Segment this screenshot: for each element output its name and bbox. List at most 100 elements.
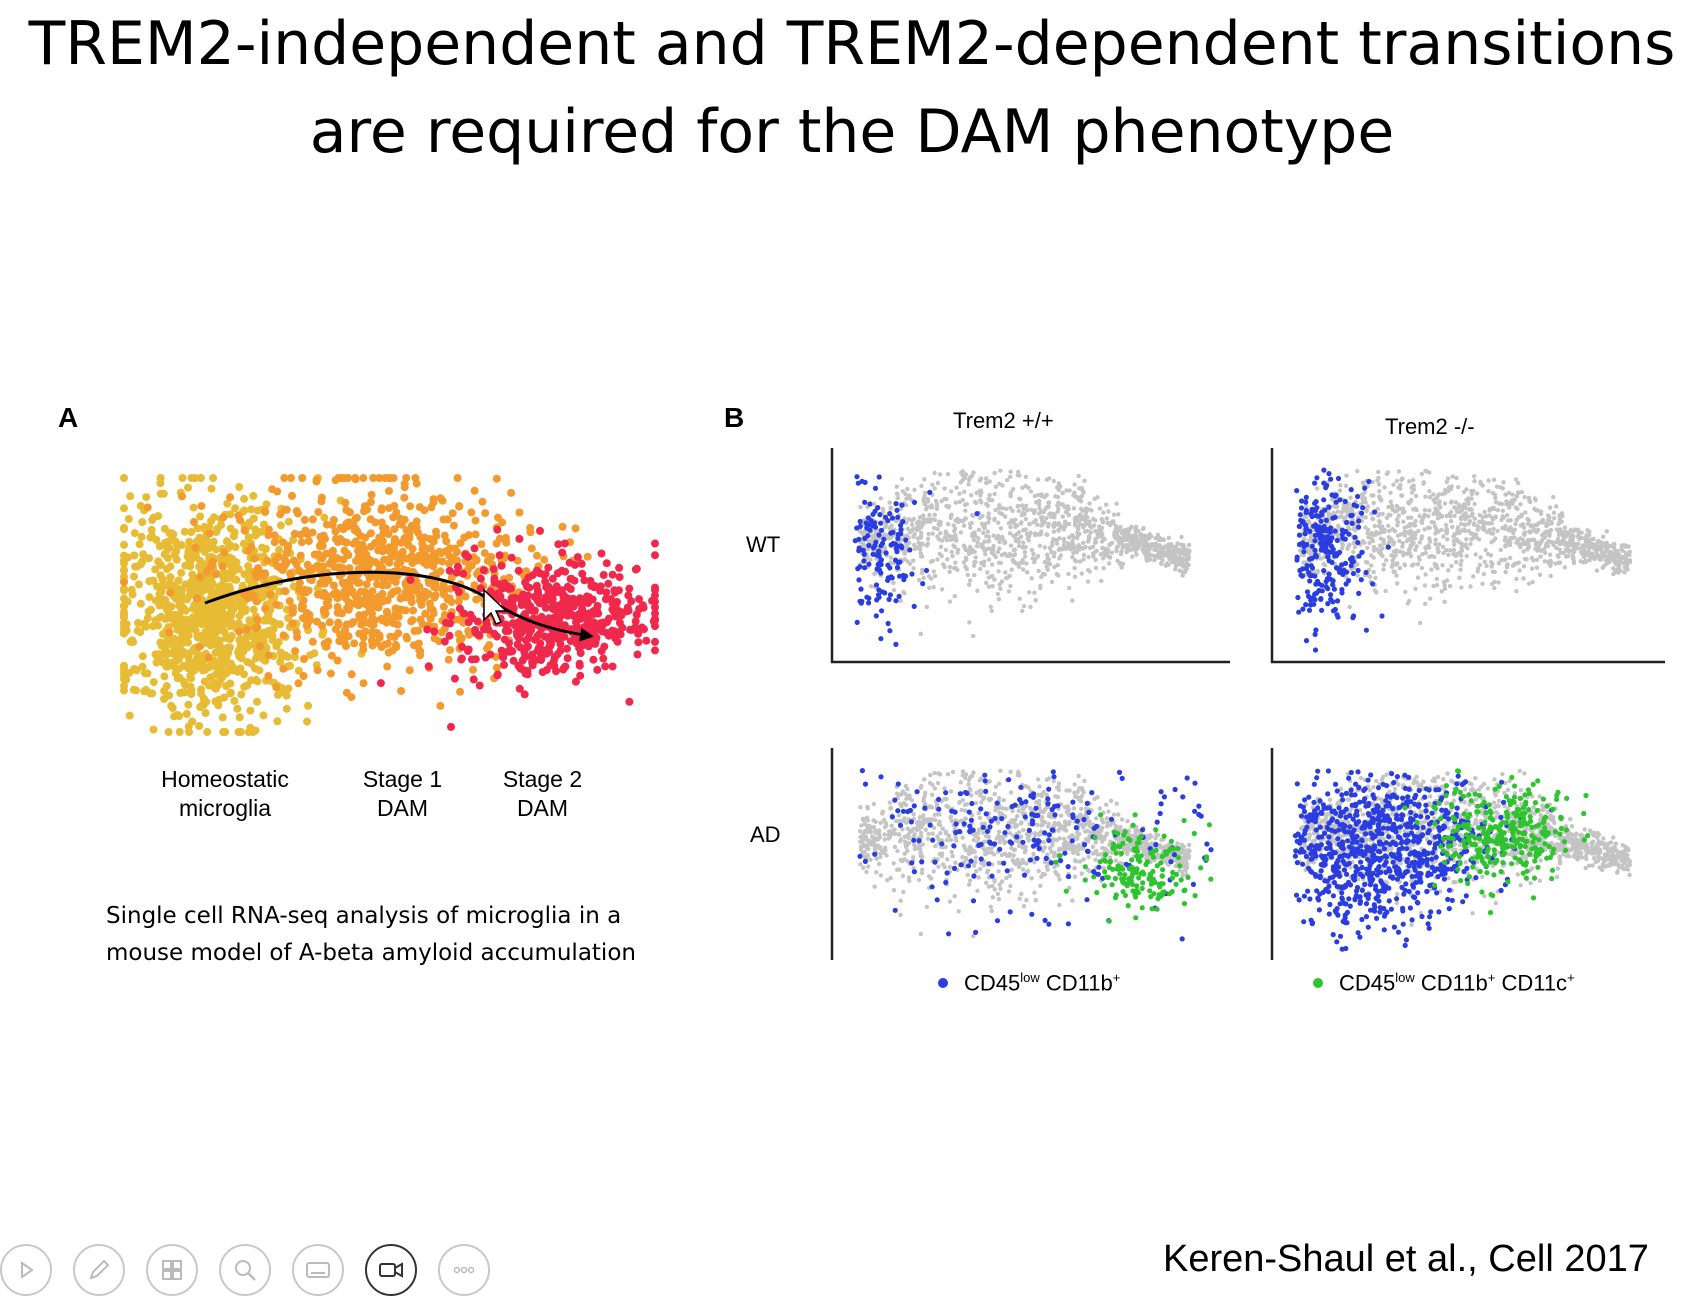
stage1-cell-dot [324,637,333,646]
stage1-cell-dot [432,583,441,592]
gray-cell-dot [1557,560,1563,565]
homeostatic-cell-dot [120,540,128,549]
gray-cell-dot [1371,544,1377,550]
gray-cell-dot [939,587,945,592]
gray-cell-dot [922,477,927,482]
homeostatic-cell-dot [172,620,181,629]
homeostatic-cell-dot [221,728,230,736]
gray-cell-dot [1399,477,1404,483]
gray-cell-dot [1155,532,1161,538]
gray-cell-dot [1070,533,1075,538]
gray-cell-dot [1302,514,1307,519]
homeostatic-cell-dot [320,513,329,522]
gray-cell-dot [1384,558,1389,563]
stage1-cell-dot [400,493,409,502]
stage2-cell-dot [566,610,575,619]
homeostatic-cell-dot [255,666,264,675]
gray-cell-dot [1486,478,1491,483]
gray-cell-dot [1079,571,1084,576]
stage1-cell-dot [296,551,305,560]
gray-cell-dot [993,507,998,513]
gray-cell-dot [1186,562,1191,568]
gray-cell-dot [1000,537,1006,542]
gray-cell-dot [1093,557,1098,562]
gray-cell-dot [1016,564,1022,569]
gray-cell-dot [1545,513,1551,518]
gray-cell-dot [1080,488,1085,493]
stage1-cell-dot [406,502,415,511]
gray-cell-dot [1101,566,1106,571]
blue-cell-dot [866,595,872,601]
gray-cell-dot [1428,596,1433,601]
gray-cell-dot [1589,542,1595,547]
stage2-cell-dot [637,623,646,632]
stage1-cell-dot [211,570,220,579]
gray-cell-dot [1514,589,1519,594]
gray-cell-dot [952,528,957,534]
gray-cell-dot [991,543,996,549]
homeostatic-cell-dot [272,642,281,651]
homeostatic-cell-dot [253,652,262,661]
gray-cell-dot [1519,512,1524,517]
gray-cell-dot [1381,539,1386,544]
stage1-cell-dot [328,521,337,529]
gray-cell-dot [902,591,907,596]
stage2-cell-dot [526,652,535,661]
gray-cell-dot [1370,516,1376,522]
gray-cell-dot [970,533,975,539]
gray-cell-dot [1554,539,1560,545]
stage1-cell-dot [271,556,280,565]
homeostatic-cell-dot [235,652,244,661]
gray-cell-dot [1122,543,1128,548]
gray-cell-dot [1417,513,1422,519]
gray-cell-dot [1040,571,1046,577]
gray-cell-dot [1426,514,1431,519]
gray-cell-dot [1049,579,1055,585]
stage1-cell-dot [455,636,464,645]
homeostatic-cell-dot [184,483,192,492]
stage1-cell-dot [347,619,356,628]
gray-cell-dot [1501,480,1506,485]
stage1-cell-dot [439,602,448,611]
gray-cell-dot [1406,537,1411,542]
stage2-cell-dot [540,571,549,580]
homeostatic-cell-dot [200,522,209,531]
gray-cell-dot [1393,509,1398,514]
stage1-cell-dot [193,594,201,603]
gray-cell-dot [1309,550,1314,555]
gray-cell-dot [1461,489,1467,495]
homeostatic-cell-dot [152,536,161,544]
gray-cell-dot [1397,549,1402,554]
stage2-cell-dot [638,601,647,610]
stage1-cell-dot [492,474,501,483]
stage1-cell-dot [204,653,213,662]
gray-cell-dot [1441,550,1446,556]
stage1-cell-dot [378,616,387,625]
stage1-cell-dot [558,522,567,531]
stage2-cell-dot [514,618,523,627]
blue-cell-dot [872,485,879,491]
stage1-cell-dot [414,626,423,635]
gray-cell-dot [1421,480,1427,485]
homeostatic-cell-dot [186,562,195,571]
gray-cell-dot [1459,585,1464,590]
homeostatic-cell-dot [206,641,215,650]
homeostatic-cell-dot [219,619,228,628]
gray-cell-dot [1521,549,1526,554]
gray-cell-dot [1134,552,1139,557]
homeostatic-cell-dot [196,474,205,482]
gray-cell-dot [1073,559,1079,564]
stage1-cell-dot [373,580,382,589]
homeostatic-cell-dot [191,626,200,635]
gray-cell-dot [1413,532,1418,537]
gray-cell-dot [1371,500,1376,506]
gray-cell-dot [919,554,924,559]
gray-cell-dot [932,486,937,491]
gray-cell-dot [1525,516,1530,522]
gray-cell-dot [1475,527,1480,532]
gray-cell-dot [922,501,927,507]
stage1-cell-dot [387,551,396,560]
gray-cell-dot [998,586,1003,591]
gray-cell-dot [1072,522,1078,528]
blue-cell-dot [1370,581,1376,587]
